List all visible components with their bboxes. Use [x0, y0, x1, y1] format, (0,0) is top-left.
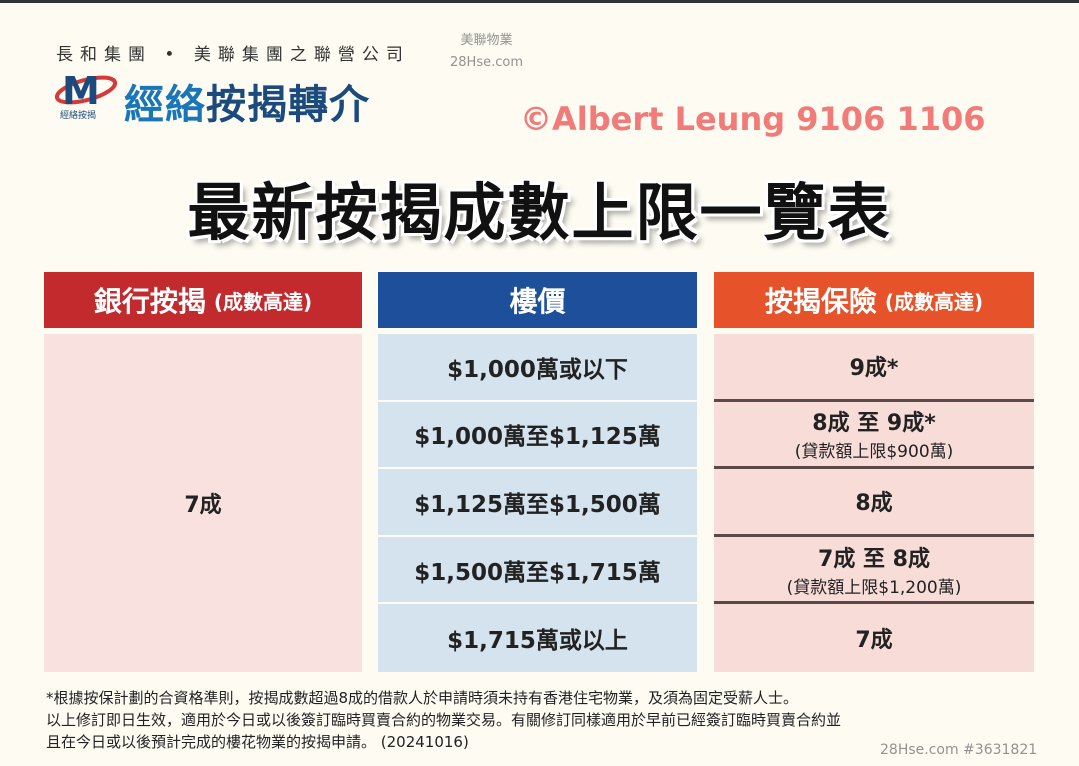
watermark: ©Albert Leung 9106 1106	[520, 100, 986, 138]
insurance-label: 按揭保險	[764, 285, 877, 318]
insurance-value: 7成 至 8成	[818, 546, 930, 572]
price-row: $1,125萬至$1,500萬	[378, 469, 697, 537]
svg-text:經絡按揭: 經絡按揭	[60, 109, 96, 121]
insurance-value: 8成	[855, 491, 893, 517]
footnotes: *根據按保計劃的合資格準則，按揭成數超過8成的借款人於申請時須未持有香港住宅物業…	[46, 687, 841, 753]
insurance-row: 8成	[714, 469, 1034, 537]
watermark-line: 28Hse.com	[450, 55, 523, 70]
insurance-row: 7成	[714, 604, 1034, 672]
center-watermark: 美聯物業 28Hse.com	[450, 30, 523, 74]
brand-highlight: 經絡	[124, 82, 206, 128]
bank-ratio: 7成	[44, 334, 362, 672]
insurance-header: 按揭保險 (成數高達)	[714, 272, 1034, 328]
price-row: $1,000萬至$1,125萬	[378, 402, 697, 470]
brand-name: 經絡按揭轉介	[124, 72, 370, 130]
price-body: $1,000萬或以下 $1,000萬至$1,125萬 $1,125萬至$1,50…	[378, 334, 697, 672]
price-row: $1,715萬或以上	[447, 628, 628, 655]
price-column: 樓價 $1,000萬或以下 $1,000萬至$1,125萬 $1,125萬至$1…	[378, 272, 697, 672]
loan-cap: (貸款額上限$1,200萬)	[786, 577, 962, 598]
footnote: *根據按保計劃的合資格準則，按揭成數超過8成的借款人於申請時須未持有香港住宅物業…	[46, 689, 799, 707]
footnote: 以上修訂即日生效，適用於今日或以後簽訂臨時買賣合約的物業交易。有關修訂同樣適用於…	[46, 711, 842, 729]
page-title: 最新按揭成數上限一覽表	[187, 176, 892, 249]
insurance-value: 7成	[855, 628, 893, 654]
insurance-value: 9成*	[849, 356, 899, 382]
company-affiliation: 長和集團 • 美聯集團之聯營公司	[56, 45, 410, 65]
watermark-line: 美聯物業	[460, 33, 513, 48]
brand-rest: 按揭轉介	[206, 82, 370, 128]
footnote: 且在今日或以後預計完成的樓花物業的按揭申請。 (20241016)	[46, 733, 469, 751]
bank-mortgage-column: 銀行按揭 (成數高達) 7成	[44, 272, 362, 672]
insurance-note: (成數高達)	[884, 289, 984, 314]
insurance-value: 8成 至 9成*	[812, 411, 936, 437]
loan-cap: (貸款額上限$900萬)	[794, 442, 954, 463]
price-row: $1,500萬至$1,715萬	[378, 537, 697, 605]
insurance-row: 7成 至 8成 (貸款額上限$1,200萬)	[714, 537, 1034, 605]
insurance-row: 8成 至 9成* (貸款額上限$900萬)	[714, 402, 1034, 470]
price-row: $1,000萬或以下	[378, 334, 697, 402]
insurance-body: 9成* 8成 至 9成* (貸款額上限$900萬) 8成 7成 至 8成 (貸款額上…	[714, 334, 1034, 672]
company-logo: M 經絡按揭	[54, 69, 118, 121]
insurance-column: 按揭保險 (成數高達) 9成* 8成 至 9成* (貸款額上限$900萬) 8成 7…	[714, 272, 1034, 672]
price-header: 樓價	[378, 272, 697, 328]
top-border	[0, 0, 1079, 3]
bank-mortgage-header: 銀行按揭 (成數高達)	[44, 272, 362, 328]
insurance-row: 9成*	[714, 334, 1034, 402]
svg-text:M: M	[62, 69, 100, 113]
bank-label: 銀行按揭	[93, 285, 206, 318]
corner-watermark: 28Hse.com #3631821	[880, 742, 1038, 758]
bank-note: (成數高達)	[213, 289, 313, 314]
